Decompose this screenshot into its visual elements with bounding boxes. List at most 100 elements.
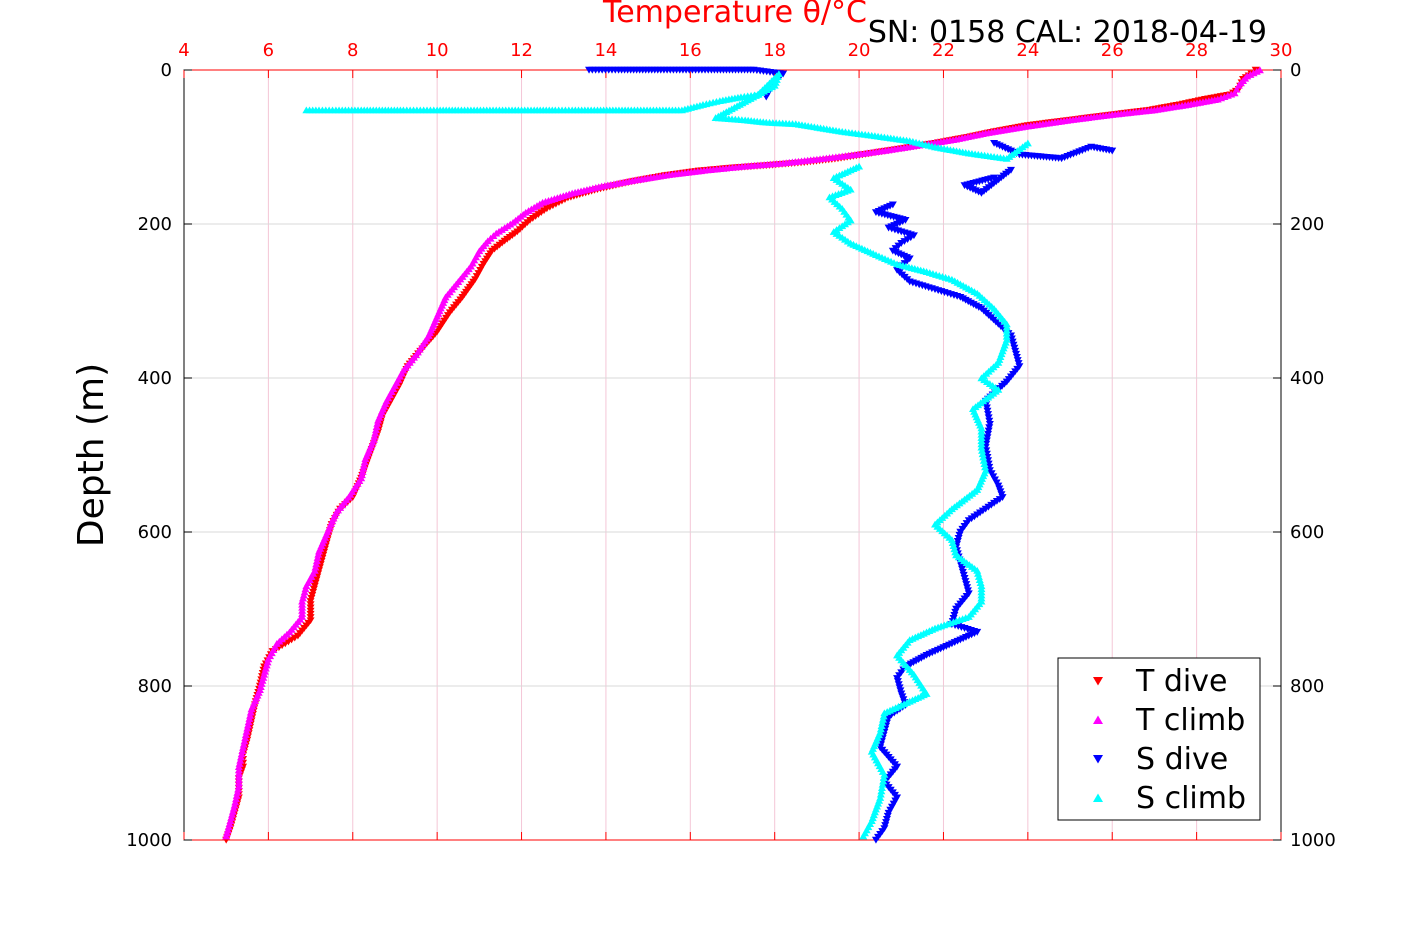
data-point bbox=[871, 836, 880, 844]
data-point bbox=[246, 711, 255, 719]
data-point bbox=[978, 447, 987, 454]
data-point bbox=[243, 721, 252, 729]
y-tick-label-left: 200 bbox=[138, 214, 172, 235]
data-point bbox=[880, 709, 889, 717]
data-point bbox=[232, 792, 241, 799]
chart-subtitle: SN: 0158 CAL: 2018-04-19 bbox=[868, 15, 1267, 50]
data-point bbox=[878, 780, 887, 788]
data-point bbox=[312, 560, 321, 568]
data-point bbox=[240, 737, 249, 745]
chart-title: Temperature θ/°C bbox=[602, 0, 867, 30]
legend-label: T dive bbox=[1135, 664, 1227, 699]
data-point bbox=[877, 787, 886, 795]
data-point bbox=[909, 232, 918, 240]
y-tick-label-left: 0 bbox=[161, 60, 172, 81]
data-point bbox=[374, 416, 383, 424]
data-point bbox=[980, 460, 989, 467]
data-point bbox=[312, 557, 321, 565]
data-point bbox=[247, 705, 256, 713]
x-tick-label: 10 bbox=[426, 40, 449, 61]
data-point bbox=[234, 782, 243, 790]
y-tick-label-right: 1000 bbox=[1290, 830, 1336, 851]
data-point bbox=[361, 455, 370, 463]
gridlines bbox=[184, 70, 1281, 840]
data-point bbox=[371, 426, 380, 434]
data-point bbox=[222, 832, 231, 840]
data-point bbox=[241, 731, 250, 738]
data-point bbox=[234, 785, 243, 793]
x-tick-label: 20 bbox=[848, 40, 871, 61]
data-point bbox=[900, 238, 909, 245]
data-point bbox=[313, 554, 322, 561]
data-point bbox=[236, 753, 245, 761]
y-tick-label-left: 600 bbox=[138, 522, 172, 543]
data-point bbox=[357, 471, 366, 479]
data-point bbox=[879, 777, 888, 785]
x-tick-labels: 4 6 8 10 12 14 16 18 20 22 24 26 28 30 bbox=[178, 40, 1292, 840]
data-point bbox=[981, 463, 990, 471]
data-point bbox=[978, 450, 987, 458]
data-point bbox=[1006, 166, 1015, 174]
data-point bbox=[372, 423, 381, 430]
data-point bbox=[371, 429, 380, 437]
data-point bbox=[977, 443, 986, 451]
y-tick-label-left: 400 bbox=[138, 368, 172, 389]
y-tick-label-right: 0 bbox=[1290, 60, 1301, 81]
data-point bbox=[233, 788, 242, 796]
y-axis-label: Depth (m) bbox=[71, 363, 112, 547]
data-point bbox=[359, 464, 368, 472]
series-s-climb bbox=[302, 70, 1032, 840]
y-tick-labels: 0 0 200 200 400 400 600 600 800 800 1000 1000 bbox=[126, 60, 1336, 851]
series-t-climb bbox=[222, 66, 1264, 840]
data-point bbox=[906, 234, 915, 242]
data-point bbox=[290, 634, 299, 642]
data-point bbox=[979, 453, 988, 461]
data-point bbox=[244, 718, 253, 726]
x-tick-label: 18 bbox=[763, 40, 786, 61]
x-tick-label: 4 bbox=[178, 40, 189, 61]
x-tick-label: 6 bbox=[263, 40, 274, 61]
data-point bbox=[878, 715, 887, 723]
data-point bbox=[232, 795, 241, 803]
data-point bbox=[876, 725, 885, 733]
legend-label: S dive bbox=[1136, 742, 1228, 777]
data-point bbox=[231, 798, 240, 806]
data-point bbox=[360, 458, 369, 466]
y-tick-label-right: 800 bbox=[1290, 676, 1324, 697]
data-point bbox=[241, 734, 250, 742]
data-point bbox=[239, 740, 248, 748]
y-tick-label-left: 1000 bbox=[126, 830, 172, 851]
data-point bbox=[235, 760, 244, 767]
data-point bbox=[877, 722, 886, 729]
data-point bbox=[1023, 139, 1032, 147]
data-point bbox=[876, 790, 885, 798]
data-point bbox=[236, 756, 245, 764]
data-point bbox=[245, 715, 254, 722]
data-point bbox=[315, 547, 324, 555]
data-point bbox=[879, 712, 888, 720]
x-tick-label: 26 bbox=[1101, 40, 1124, 61]
data-point bbox=[284, 638, 293, 646]
legend-marker bbox=[1093, 755, 1103, 764]
y-tick-label-right: 400 bbox=[1290, 368, 1324, 389]
legend-marker bbox=[1093, 793, 1103, 802]
data-point bbox=[878, 718, 887, 726]
x-tick-label: 28 bbox=[1185, 40, 1208, 61]
data-point bbox=[293, 632, 302, 640]
x-tick-label: 14 bbox=[594, 40, 617, 61]
data-point bbox=[903, 236, 912, 243]
legend-label: S climb bbox=[1136, 781, 1246, 816]
data-point bbox=[358, 468, 367, 475]
data-point bbox=[1108, 147, 1117, 155]
series-layer bbox=[222, 66, 1264, 844]
data-point bbox=[239, 744, 248, 751]
y-tick-label-left: 800 bbox=[138, 676, 172, 697]
x-tick-label: 30 bbox=[1270, 40, 1293, 61]
data-point bbox=[314, 550, 323, 558]
data-point bbox=[879, 774, 888, 782]
data-point bbox=[859, 832, 868, 840]
data-point bbox=[237, 750, 246, 758]
data-point bbox=[238, 747, 247, 755]
x-tick-label: 12 bbox=[510, 40, 533, 61]
